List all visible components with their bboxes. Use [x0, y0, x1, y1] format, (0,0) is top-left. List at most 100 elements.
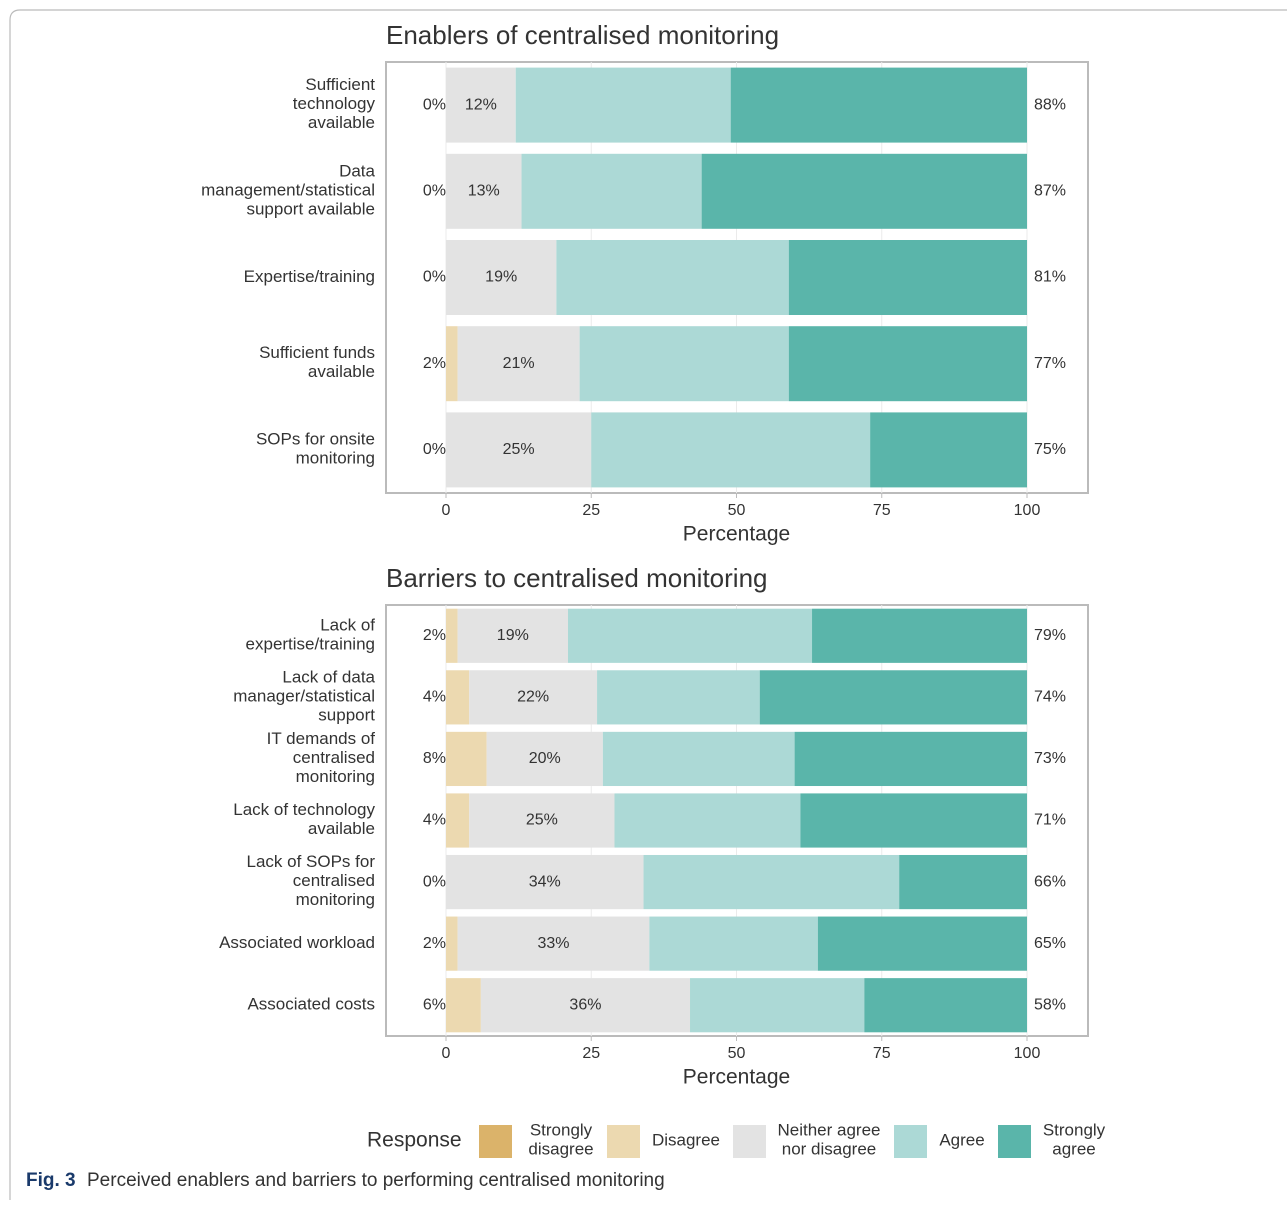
y-tick-label: Sufficient technology available	[293, 76, 376, 133]
bar-segment	[446, 793, 470, 848]
bar-segment	[759, 670, 1027, 725]
agree-total-label: 71%	[1034, 812, 1066, 829]
y-tick-label: SOPs for onsite monitoring	[256, 430, 375, 468]
bar-segment	[521, 153, 702, 229]
neutral-label: 34%	[529, 873, 561, 890]
bar-segment	[794, 731, 1027, 787]
x-tick-label: 75	[873, 502, 891, 519]
agree-total-label: 79%	[1034, 627, 1066, 644]
disagree-total-label: 6%	[423, 996, 446, 1013]
neutral-label: 36%	[569, 996, 601, 1013]
x-tick-label: 0	[442, 502, 451, 519]
bar-segment	[446, 916, 458, 971]
bar-segment	[515, 67, 731, 143]
bar-segment	[556, 240, 789, 315]
x-tick-label: 25	[582, 502, 600, 519]
bar-segment	[446, 608, 458, 663]
legend-swatch	[998, 1125, 1031, 1158]
chart-title: Barriers to centralised monitoring	[386, 563, 768, 593]
agree-total-label: 88%	[1034, 96, 1066, 113]
bar-segment	[446, 670, 470, 725]
bar-segment	[457, 608, 569, 663]
agree-total-label: 74%	[1034, 689, 1066, 706]
bar-segment	[788, 326, 1027, 402]
bar-segment	[812, 608, 1027, 663]
caption-label: Fig. 3	[26, 1170, 76, 1191]
neutral-label: 13%	[468, 183, 500, 200]
bar-segment	[446, 731, 487, 787]
bar-segment	[591, 412, 871, 488]
bar-segment	[446, 153, 522, 229]
neutral-label: 21%	[503, 355, 535, 372]
bar-segment	[649, 916, 818, 971]
disagree-total-label: 4%	[423, 689, 446, 706]
disagree-total-label: 2%	[423, 355, 446, 372]
disagree-total-label: 2%	[423, 935, 446, 952]
y-tick-label: Lack of technology available	[233, 800, 375, 838]
bar-segment	[643, 854, 900, 910]
bar-segment	[457, 916, 650, 971]
x-tick-label: 0	[442, 1045, 451, 1062]
bar-segment	[469, 670, 598, 725]
bar-segment	[690, 978, 865, 1033]
bar-segment	[446, 326, 458, 402]
bar-segment	[730, 67, 1027, 143]
neutral-label: 33%	[537, 935, 569, 952]
agree-total-label: 81%	[1034, 269, 1066, 286]
y-tick-label: Lack of SOPs for centralised monitoring	[247, 853, 376, 910]
bar-segment	[800, 793, 1027, 848]
legend-label: Strongly agree	[1043, 1121, 1106, 1159]
bar-segment	[899, 854, 1027, 910]
bar-segment	[446, 854, 644, 910]
bar-segment	[446, 412, 592, 488]
disagree-total-label: 0%	[423, 441, 446, 458]
legend-title: Response	[367, 1129, 462, 1152]
bar-segment	[870, 412, 1027, 488]
bar-segment	[486, 731, 603, 787]
x-tick-label: 50	[728, 502, 746, 519]
y-tick-label: Sufficient funds available	[259, 344, 375, 382]
neutral-label: 20%	[529, 750, 561, 767]
disagree-total-label: 2%	[423, 627, 446, 644]
bar-segment	[817, 916, 1027, 971]
neutral-label: 25%	[503, 441, 535, 458]
x-tick-label: 100	[1014, 1045, 1041, 1062]
y-tick-label: Associated costs	[247, 995, 375, 1014]
agree-total-label: 87%	[1034, 183, 1066, 200]
bar-segment	[602, 731, 795, 787]
agree-total-label: 73%	[1034, 750, 1066, 767]
legend-label: Neither agree nor disagree	[777, 1121, 880, 1159]
disagree-total-label: 8%	[423, 750, 446, 767]
disagree-total-label: 0%	[423, 269, 446, 286]
bar-segment	[568, 608, 813, 663]
legend-swatch	[479, 1125, 512, 1158]
bar-segment	[579, 326, 789, 402]
frame	[9, 9, 1287, 1200]
neutral-label: 22%	[517, 689, 549, 706]
y-tick-label: Lack of expertise/training	[246, 616, 376, 654]
disagree-total-label: 4%	[423, 812, 446, 829]
neutral-label: 19%	[497, 627, 529, 644]
y-tick-label: Associated workload	[219, 933, 375, 952]
legend-swatch	[607, 1125, 640, 1158]
bar-segment	[469, 793, 615, 848]
bar-segment	[457, 326, 580, 402]
bar-segment	[480, 978, 691, 1033]
legend-label: Strongly disagree	[528, 1121, 593, 1159]
chart-title: Enablers of centralised monitoring	[386, 20, 779, 50]
agree-total-label: 58%	[1034, 996, 1066, 1013]
y-tick-label: Data management/statistical support availa…	[201, 162, 375, 219]
legend-swatch	[894, 1125, 927, 1158]
bar-segment	[446, 240, 557, 315]
disagree-total-label: 0%	[423, 873, 446, 890]
y-tick-label: IT demands of centralised monitoring	[267, 729, 376, 786]
legend-label: Disagree	[652, 1130, 720, 1149]
bar-segment	[597, 670, 760, 725]
bar-segment	[701, 153, 1027, 229]
caption-text: Perceived enablers and barriers to perfo…	[87, 1170, 665, 1191]
neutral-label: 25%	[526, 812, 558, 829]
disagree-total-label: 0%	[423, 183, 446, 200]
neutral-label: 12%	[465, 96, 497, 113]
legend-swatch	[733, 1125, 766, 1158]
